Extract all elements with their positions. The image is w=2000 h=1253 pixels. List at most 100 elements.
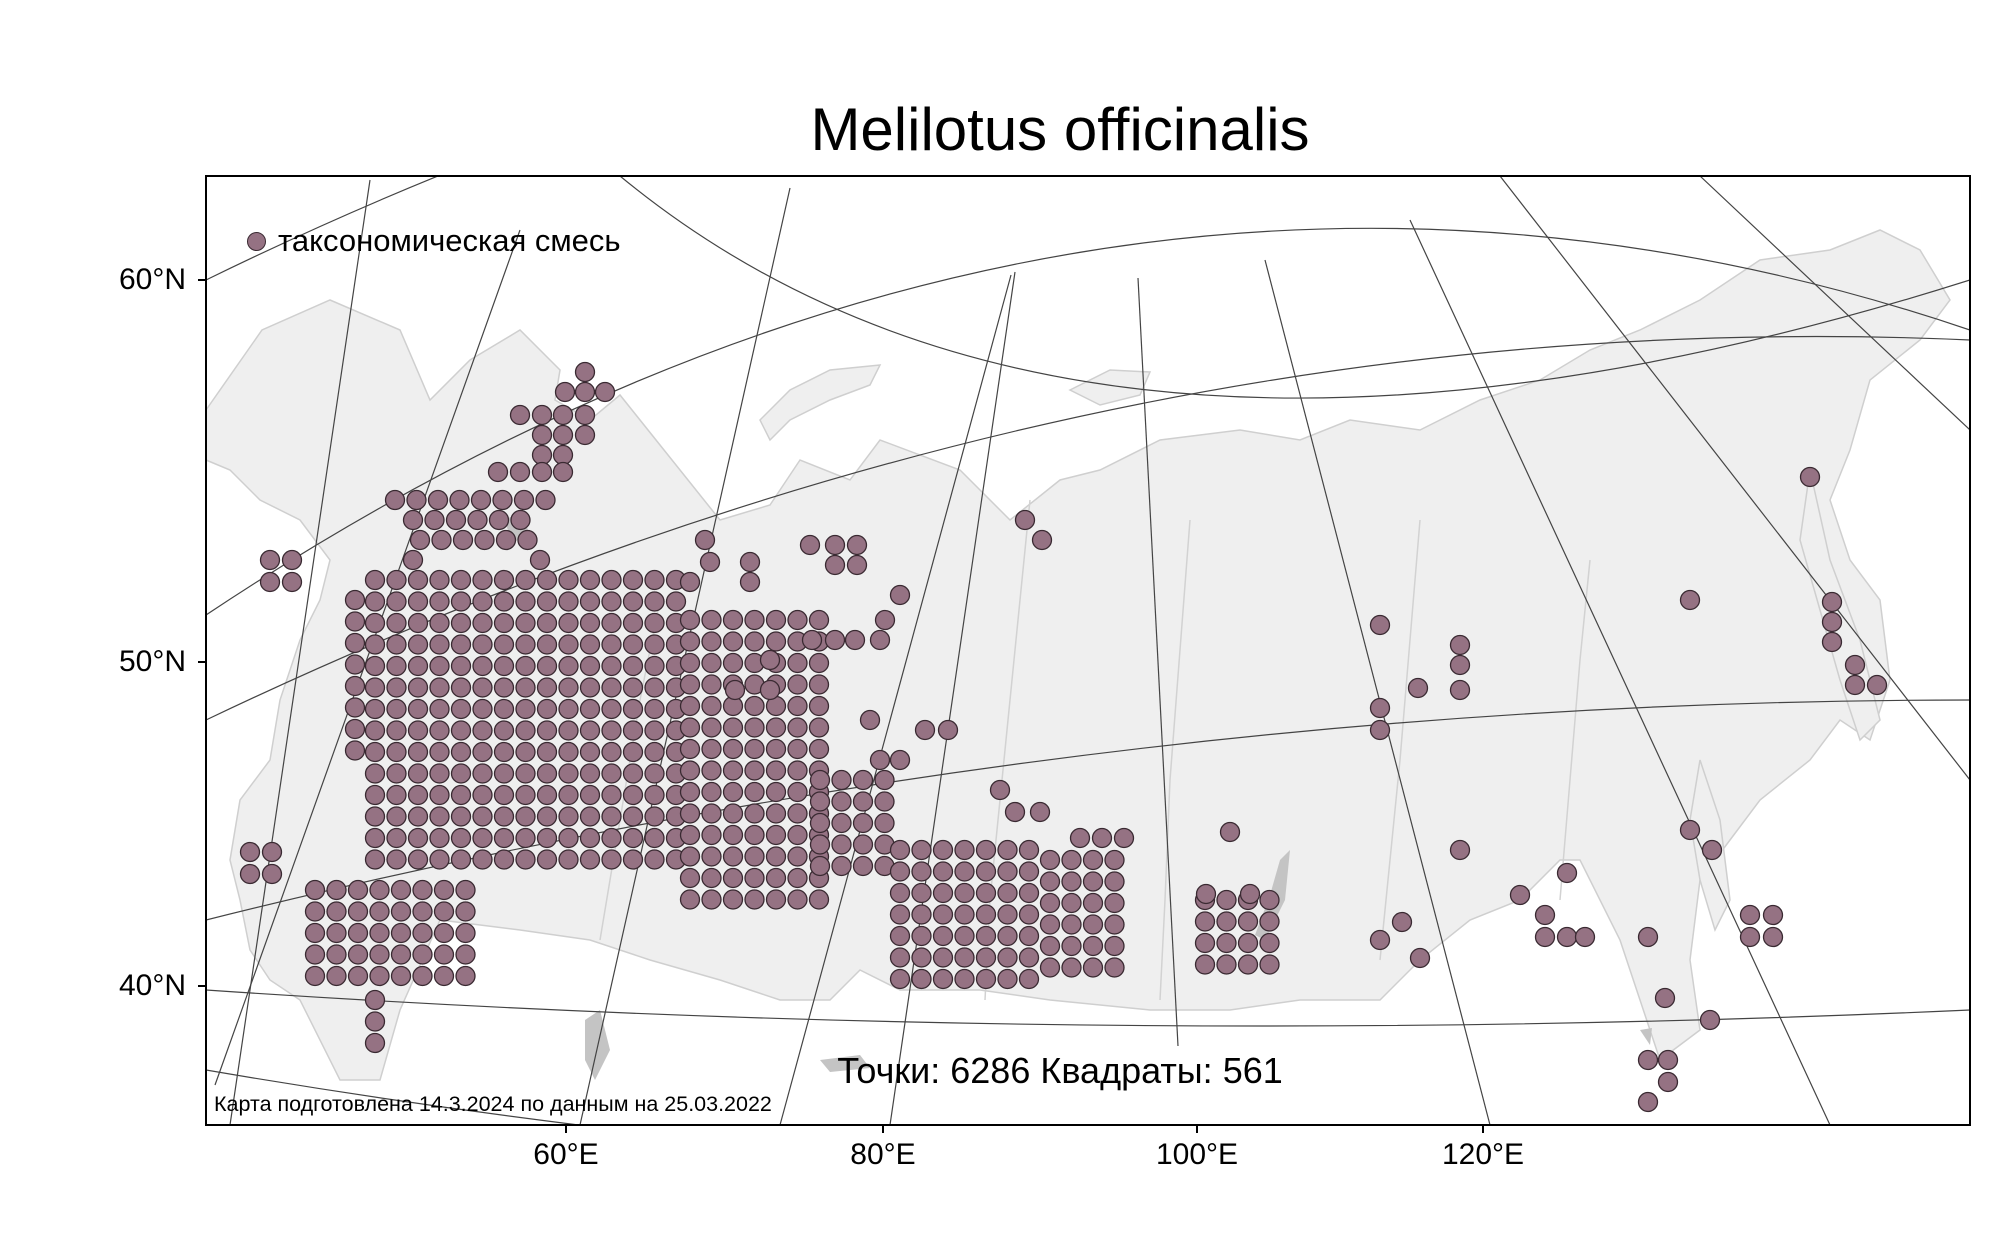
occurrence-point <box>517 529 538 551</box>
occurrence-point <box>531 444 553 466</box>
occurrence-point <box>558 612 579 634</box>
occurrence-point <box>701 717 722 738</box>
occurrence-point <box>429 634 450 655</box>
occurrence-point <box>622 677 644 698</box>
occurrence-point <box>622 827 644 849</box>
occurrence-point <box>722 717 744 738</box>
occurrence-point <box>579 827 601 849</box>
occurrence-point <box>493 591 515 612</box>
occurrence-point <box>644 849 665 870</box>
occurrence-point <box>488 509 510 531</box>
occurrence-point <box>493 763 515 784</box>
occurrence-point <box>429 806 450 827</box>
occurrence-point <box>402 509 424 531</box>
occurrence-point <box>326 944 347 965</box>
occurrence-point <box>509 404 531 426</box>
occurrence-point <box>493 634 515 655</box>
occurrence-point <box>1657 1049 1679 1071</box>
occurrence-point <box>765 824 787 846</box>
occurrence-point <box>1574 926 1596 948</box>
occurrence-point <box>1091 827 1113 849</box>
occurrence-point <box>364 763 386 784</box>
occurrence-point <box>744 760 765 781</box>
occurrence-point <box>1369 719 1391 741</box>
occurrence-point <box>1194 954 1216 975</box>
occurrence-point <box>1014 509 1036 531</box>
occurrence-point <box>1407 677 1429 699</box>
occurrence-point <box>1018 839 1040 861</box>
occurrence-point <box>739 551 761 573</box>
occurrence-point <box>601 634 622 655</box>
occurrence-point <box>424 509 445 531</box>
occurrence-point <box>622 612 644 634</box>
occurrence-point <box>644 698 665 720</box>
occurrence-point <box>701 674 722 695</box>
occurrence-point <box>846 534 868 556</box>
occurrence-point <box>386 784 407 806</box>
occurrence-point <box>744 609 765 631</box>
occurrence-point <box>429 591 450 612</box>
occurrence-point <box>1104 957 1125 978</box>
occurrence-point <box>390 965 412 987</box>
occurrence-point <box>515 827 536 849</box>
occurrence-point <box>1679 819 1701 841</box>
occurrence-point <box>259 549 281 571</box>
occurrence-point <box>997 968 1018 990</box>
occurrence-point <box>472 634 493 655</box>
occurrence-point <box>679 674 701 695</box>
occurrence-point <box>601 827 622 849</box>
occurrence-point <box>574 381 596 403</box>
occurrence-point <box>644 591 665 612</box>
occurrence-point <box>601 569 622 591</box>
occurrence-point <box>954 925 975 947</box>
occurrence-point <box>579 806 601 827</box>
occurrence-point <box>1216 911 1237 932</box>
occurrence-point <box>281 571 303 593</box>
occurrence-point <box>679 846 701 867</box>
occurrence-point <box>384 489 406 511</box>
occurrence-point <box>579 591 601 612</box>
occurrence-point <box>536 698 558 720</box>
lat-label-60: 60°N <box>118 263 186 296</box>
occurrence-point <box>412 901 433 922</box>
occurrence-point <box>874 791 895 812</box>
occurrence-point <box>326 901 347 922</box>
occurrence-point <box>808 695 830 717</box>
occurrence-point <box>344 611 366 632</box>
occurrence-point <box>536 591 558 612</box>
occurrence-point <box>622 569 644 591</box>
occurrence-point <box>809 791 831 812</box>
occurrence-point <box>722 824 744 846</box>
occurrence-point <box>831 812 852 834</box>
occurrence-point <box>407 655 429 677</box>
occurrence-point <box>1391 911 1413 933</box>
occurrence-point <box>701 760 722 781</box>
occurrence-point <box>1039 935 1061 957</box>
occurrence-point <box>1104 914 1125 935</box>
occurrence-point <box>765 738 787 760</box>
occurrence-point <box>554 381 576 403</box>
occurrence-point <box>429 698 450 720</box>
occurrence-point <box>386 655 407 677</box>
occurrence-point <box>574 424 596 446</box>
occurrence-point <box>831 834 852 855</box>
occurrence-point <box>552 404 574 426</box>
occurrence-point <box>558 569 579 591</box>
occurrence-point <box>493 806 515 827</box>
occurrence-point <box>493 569 515 591</box>
occurrence-point <box>1762 904 1784 926</box>
occurrence-point <box>326 922 347 944</box>
occurrence-point <box>975 882 997 904</box>
occurrence-point <box>326 879 347 901</box>
occurrence-point <box>364 720 386 741</box>
occurrence-point <box>1104 849 1125 871</box>
occurrence-point <box>558 655 579 677</box>
occurrence-point <box>622 741 644 763</box>
occurrence-point <box>369 965 390 987</box>
occurrence-point <box>1039 914 1061 935</box>
occurrence-point <box>450 655 472 677</box>
occurrence-point <box>536 612 558 634</box>
occurrence-point <box>407 591 429 612</box>
occurrence-point <box>1018 968 1040 990</box>
occurrence-point <box>679 803 701 824</box>
